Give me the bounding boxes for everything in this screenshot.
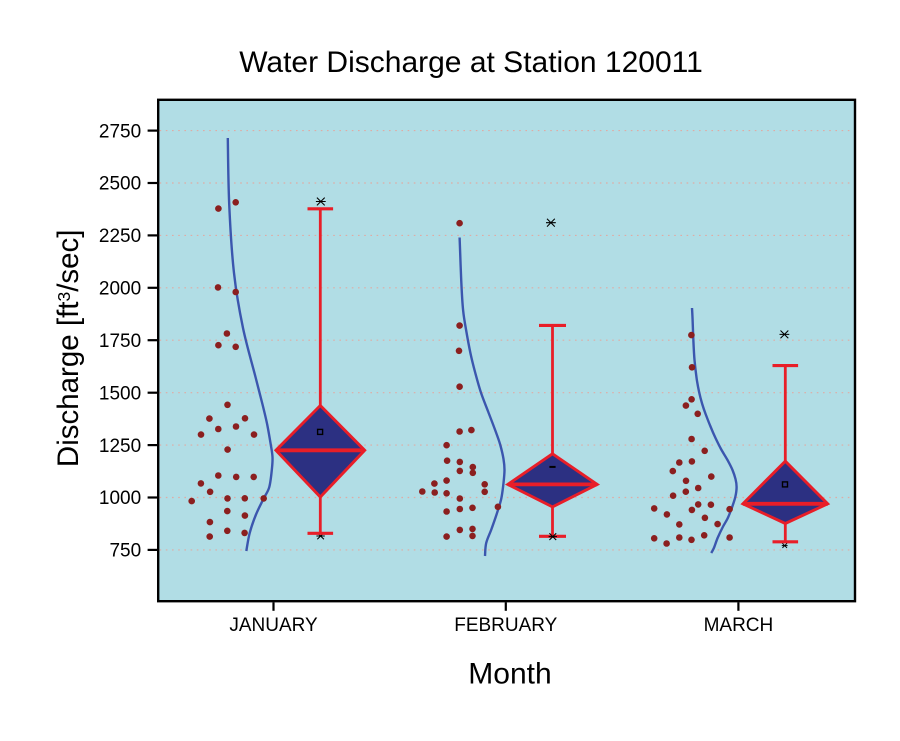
svg-text:1500: 1500 (99, 383, 141, 404)
svg-text:1750: 1750 (99, 331, 141, 352)
svg-text:Discharge [ft3/sec]: Discharge [ft3/sec] (52, 229, 85, 467)
svg-text:JANUARY: JANUARY (229, 615, 318, 636)
svg-text:Month: Month (468, 658, 551, 691)
svg-text:750: 750 (109, 541, 141, 562)
svg-text:2250: 2250 (99, 226, 141, 247)
svg-text:1250: 1250 (99, 436, 141, 457)
svg-text:Water Discharge at Station 120: Water Discharge at Station 120011 (239, 46, 703, 79)
svg-text:1000: 1000 (99, 488, 141, 509)
svg-text:FEBRUARY: FEBRUARY (454, 615, 557, 636)
svg-text:2500: 2500 (99, 174, 141, 195)
svg-text:2000: 2000 (99, 279, 141, 300)
svg-text:2750: 2750 (99, 121, 141, 142)
svg-text:MARCH: MARCH (704, 615, 774, 636)
